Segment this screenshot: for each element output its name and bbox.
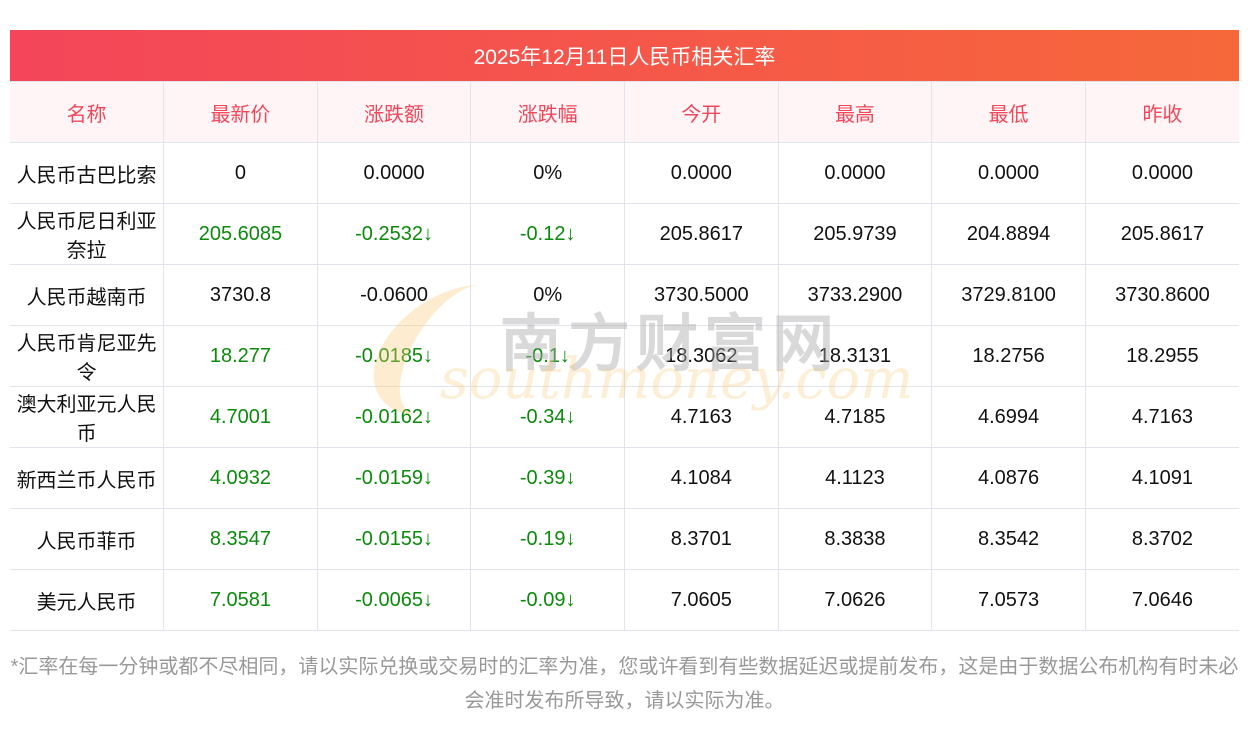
cell-prev: 205.8617 — [1084, 203, 1239, 265]
cell-name: 人民币越南币 — [10, 264, 165, 326]
cell-open: 205.8617 — [624, 203, 779, 265]
cell-name: 澳大利亚元人民币 — [10, 386, 165, 448]
cell-change: -0.0162↓ — [316, 386, 472, 448]
cell-pct: -0.19↓ — [470, 508, 625, 570]
cell-pct: -0.09↓ — [470, 569, 625, 631]
cell-name: 新西兰币人民币 — [10, 447, 165, 509]
cell-open: 3730.5000 — [624, 264, 779, 326]
cell-open: 8.3701 — [624, 508, 779, 570]
table-row: 美元人民币 7.0581 -0.0065↓ -0.09↓ 7.0605 7.0626 7.0… — [10, 569, 1239, 631]
table-row: 新西兰币人民币 4.0932 -0.0159↓ -0.39↓ 4.1084 4.1123 4… — [10, 447, 1239, 509]
cell-high: 8.3838 — [777, 508, 933, 570]
cell-pct: -0.1↓ — [470, 325, 625, 387]
cell-high: 3733.2900 — [777, 264, 933, 326]
cell-pct: 0% — [470, 142, 625, 204]
table-row: 人民币肯尼亚先令 18.277 -0.0185↓ -0.1↓ 18.3062 18.313… — [10, 325, 1239, 387]
cell-low: 4.0876 — [931, 447, 1086, 509]
cell-latest: 4.0932 — [163, 447, 318, 509]
cell-name: 人民币肯尼亚先令 — [10, 325, 165, 387]
cell-pct: -0.39↓ — [470, 447, 625, 509]
cell-latest: 18.277 — [163, 325, 318, 387]
cell-pct: -0.34↓ — [470, 386, 625, 448]
cell-open: 7.0605 — [624, 569, 779, 631]
cell-low: 8.3542 — [931, 508, 1086, 570]
cell-latest: 0 — [163, 142, 318, 204]
cell-pct: -0.12↓ — [470, 203, 625, 265]
table-row: 人民币尼日利亚奈拉 205.6085 -0.2532↓ -0.12↓ 205.8617 2… — [10, 203, 1239, 265]
cell-low: 0.0000 — [931, 142, 1086, 204]
table-row: 人民币古巴比索 0 0.0000 0% 0.0000 0.0000 0.0000 0.0000 — [10, 142, 1239, 204]
cell-prev: 3730.8600 — [1084, 264, 1239, 326]
cell-open: 0.0000 — [624, 142, 779, 204]
disclaimer-note: *汇率在每一分钟或都不尽相同，请以实际兑换或交易时的汇率为准，您或许看到有些数据… — [10, 656, 1239, 712]
cell-prev: 8.3702 — [1084, 508, 1239, 570]
table-row: 人民币菲币 8.3547 -0.0155↓ -0.19↓ 8.3701 8.3838 8.3… — [10, 508, 1239, 570]
cell-name: 人民币古巴比索 — [10, 142, 165, 204]
column-header: 昨收 — [1084, 81, 1239, 143]
cell-high: 4.1123 — [777, 447, 933, 509]
column-header: 今开 — [624, 81, 779, 143]
cell-prev: 4.7163 — [1084, 386, 1239, 448]
cell-low: 7.0573 — [931, 569, 1086, 631]
cell-change: -0.0600 — [316, 264, 472, 326]
cell-name: 人民币菲币 — [10, 508, 165, 570]
cell-change: -0.2532↓ — [316, 203, 472, 265]
cell-name: 人民币尼日利亚奈拉 — [10, 203, 165, 265]
cell-open: 4.1084 — [624, 447, 779, 509]
cell-prev: 0.0000 — [1084, 142, 1239, 204]
cell-change: -0.0185↓ — [316, 325, 472, 387]
cell-prev: 4.1091 — [1084, 447, 1239, 509]
cell-prev: 7.0646 — [1084, 569, 1239, 631]
cell-open: 18.3062 — [624, 325, 779, 387]
cell-high: 0.0000 — [777, 142, 933, 204]
cell-high: 4.7185 — [777, 386, 933, 448]
cell-change: -0.0159↓ — [316, 447, 472, 509]
cell-low: 3729.8100 — [931, 264, 1086, 326]
cell-high: 7.0626 — [777, 569, 933, 631]
cell-change: 0.0000 — [316, 142, 472, 204]
cell-latest: 3730.8 — [163, 264, 318, 326]
cell-name: 美元人民币 — [10, 569, 165, 631]
cell-latest: 8.3547 — [163, 508, 318, 570]
cell-change: -0.0065↓ — [316, 569, 472, 631]
column-header: 最高 — [777, 81, 933, 143]
cell-low: 204.8894 — [931, 203, 1086, 265]
column-header: 最新价 — [163, 81, 318, 143]
cell-change: -0.0155↓ — [316, 508, 472, 570]
cell-latest: 7.0581 — [163, 569, 318, 631]
cell-open: 4.7163 — [624, 386, 779, 448]
cell-high: 205.9739 — [777, 203, 933, 265]
cell-prev: 18.2955 — [1084, 325, 1239, 387]
cell-high: 18.3131 — [777, 325, 933, 387]
cell-low: 4.6994 — [931, 386, 1086, 448]
cell-pct: 0% — [470, 264, 625, 326]
header-row: 名称 最新价 涨跌额 涨跌幅 今开 最高 最低 昨收 — [10, 81, 1239, 143]
cell-low: 18.2756 — [931, 325, 1086, 387]
exchange-rate-table: 名称 最新价 涨跌额 涨跌幅 今开 最高 最低 昨收 人民币古巴比索 0 0.0000 0% 0.00… — [10, 81, 1239, 631]
cell-latest: 205.6085 — [163, 203, 318, 265]
cell-latest: 4.7001 — [163, 386, 318, 448]
table-row: 澳大利亚元人民币 4.7001 -0.0162↓ -0.34↓ 4.7163 4.7185… — [10, 386, 1239, 448]
column-header: 名称 — [10, 81, 165, 143]
column-header: 涨跌额 — [316, 81, 472, 143]
column-header: 涨跌幅 — [470, 81, 625, 143]
table-title: 2025年12月11日人民币相关汇率 — [10, 30, 1239, 81]
table-row: 人民币越南币 3730.8 -0.0600 0% 3730.5000 3733.2900 3… — [10, 264, 1239, 326]
column-header: 最低 — [931, 81, 1086, 143]
